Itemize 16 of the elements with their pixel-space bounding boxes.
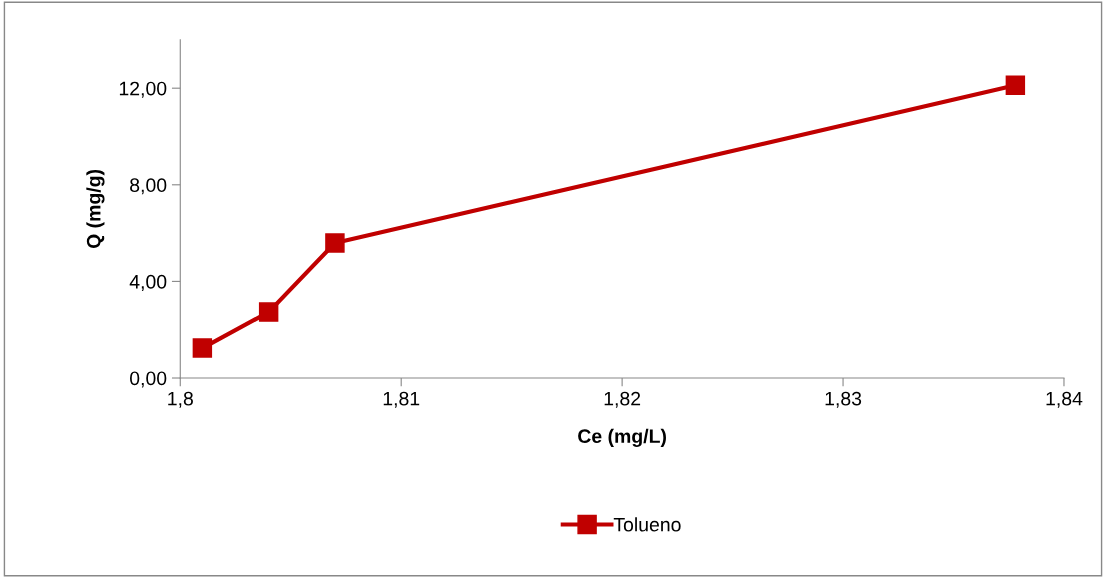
y-tick-label: 0,00: [130, 371, 167, 388]
point: [192, 338, 213, 358]
point: [325, 233, 345, 253]
y-axis-title: Q (mg/g): [86, 169, 105, 249]
x-tick-label: 1,8: [168, 391, 193, 408]
y-tick-label: 4,00: [129, 274, 167, 291]
x-axis-title: Ce (mg/L): [578, 428, 666, 447]
legend-label: Tolueno: [613, 517, 681, 532]
x-tick-label: 1,81: [383, 391, 420, 408]
x-tick-label: 1,83: [825, 391, 862, 408]
x-tick-label: 1,82: [604, 391, 641, 408]
point: [1005, 75, 1026, 96]
x-tick-label: 1,84: [1046, 391, 1083, 408]
point: [258, 302, 279, 322]
y-tick-label: 8,00: [130, 178, 167, 195]
y-tick-label: 12,00: [119, 81, 167, 98]
